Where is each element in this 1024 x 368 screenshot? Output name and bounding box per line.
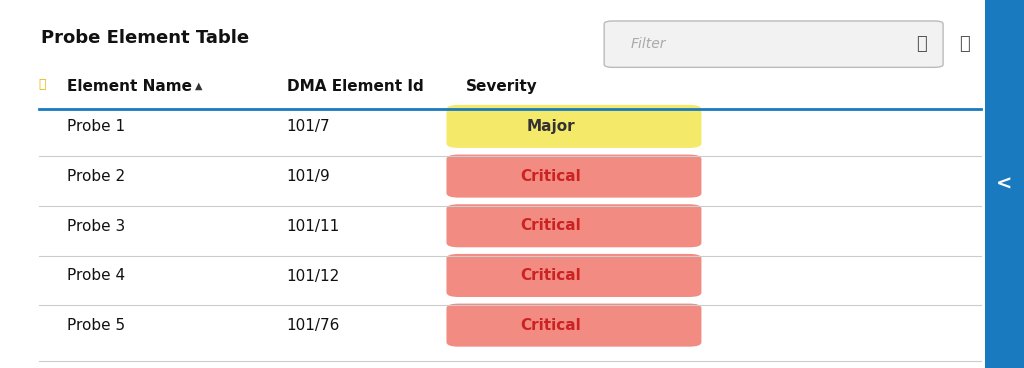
Text: 101/11: 101/11 <box>287 219 340 234</box>
FancyBboxPatch shape <box>446 254 701 297</box>
Text: ⤢: ⤢ <box>959 35 970 53</box>
Text: Critical: Critical <box>520 169 582 184</box>
Text: 101/76: 101/76 <box>287 318 340 333</box>
FancyBboxPatch shape <box>446 304 701 347</box>
FancyBboxPatch shape <box>446 105 701 148</box>
FancyBboxPatch shape <box>446 204 701 247</box>
Text: Critical: Critical <box>520 218 582 233</box>
Text: Probe 3: Probe 3 <box>67 219 125 234</box>
Text: Probe 1: Probe 1 <box>67 120 125 134</box>
Text: Major: Major <box>526 119 575 134</box>
Text: 101/12: 101/12 <box>287 269 340 283</box>
FancyBboxPatch shape <box>985 0 1024 368</box>
Text: Severity: Severity <box>466 79 538 94</box>
FancyBboxPatch shape <box>446 155 701 198</box>
Text: 101/7: 101/7 <box>287 120 331 134</box>
Text: ⌕: ⌕ <box>916 35 927 53</box>
Text: 101/9: 101/9 <box>287 169 331 184</box>
Text: Critical: Critical <box>520 318 582 333</box>
FancyBboxPatch shape <box>604 21 943 67</box>
Text: DMA Element Id: DMA Element Id <box>287 79 424 94</box>
Text: Probe 4: Probe 4 <box>67 269 125 283</box>
Text: 🔑: 🔑 <box>38 78 46 91</box>
Text: Critical: Critical <box>520 268 582 283</box>
Text: ▲: ▲ <box>195 80 202 91</box>
Text: Filter: Filter <box>631 37 667 51</box>
Text: Probe 5: Probe 5 <box>67 318 125 333</box>
Text: <: < <box>996 174 1013 194</box>
Text: Element Name: Element Name <box>67 79 191 94</box>
Text: Probe Element Table: Probe Element Table <box>41 29 249 47</box>
Text: Probe 2: Probe 2 <box>67 169 125 184</box>
